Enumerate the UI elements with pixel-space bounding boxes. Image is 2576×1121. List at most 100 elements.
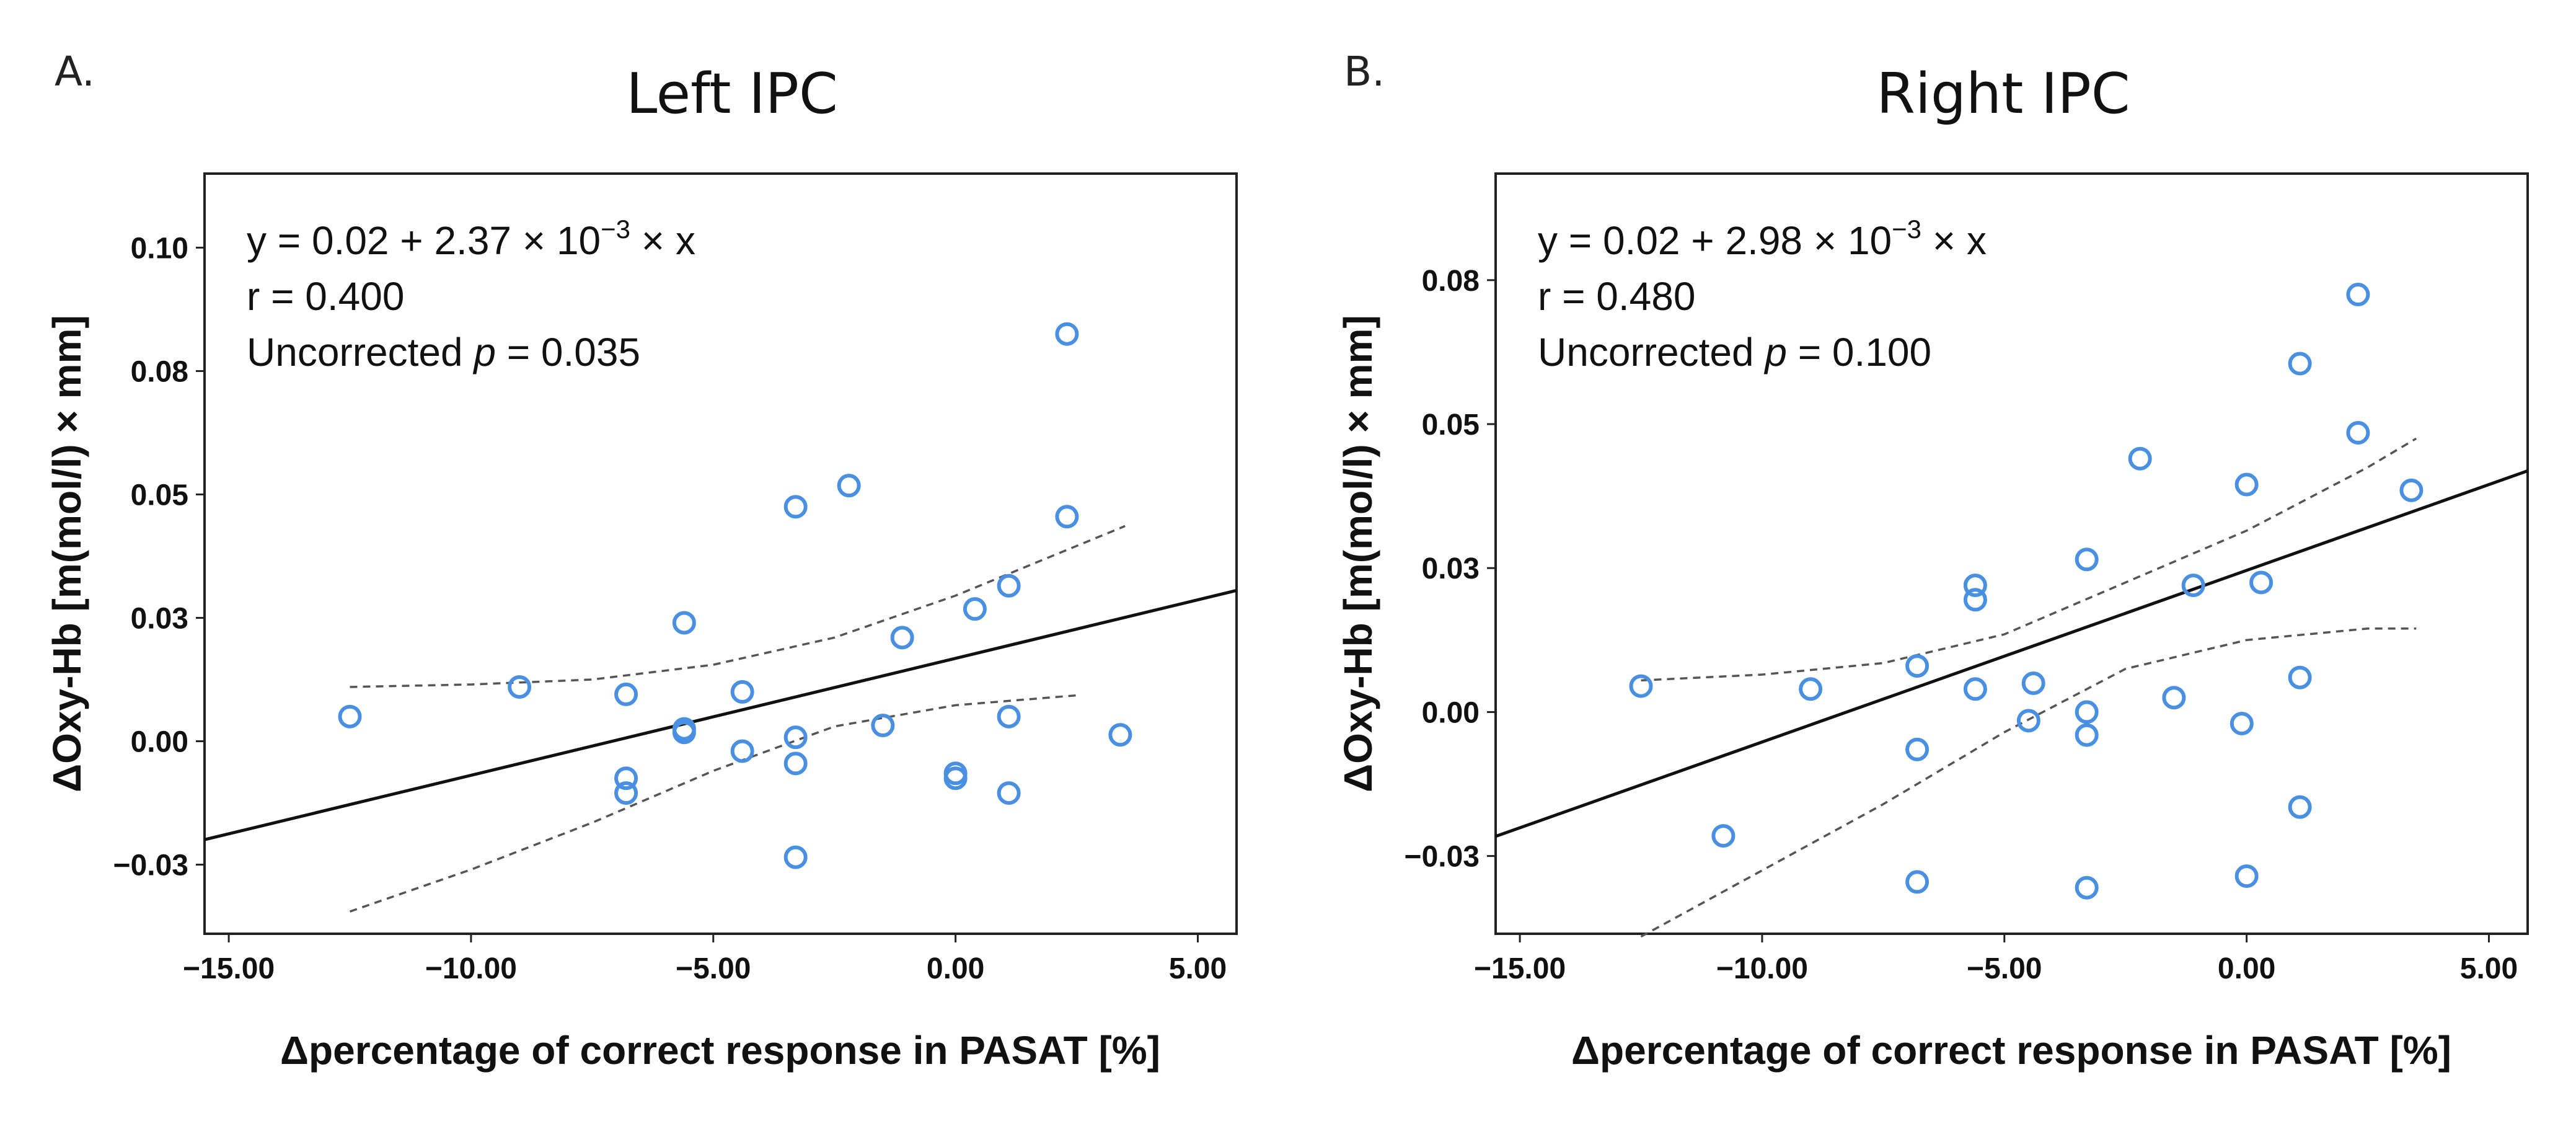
regression-line bbox=[204, 588, 1237, 841]
data-point bbox=[2016, 709, 2040, 733]
data-point bbox=[837, 474, 861, 498]
data-point bbox=[1108, 723, 1132, 747]
x-tick-label: 0.00 bbox=[927, 952, 984, 985]
data-points bbox=[338, 322, 1132, 869]
data-points bbox=[1629, 283, 2424, 900]
y-tick-label: 0.08 bbox=[1422, 265, 1480, 298]
annotation: y = 0.02 + 2.98 × 10−3 × x r = 0.480 Unc… bbox=[1538, 215, 1987, 374]
data-point bbox=[2288, 665, 2312, 689]
data-point bbox=[2075, 723, 2099, 747]
fit-line-group bbox=[1495, 469, 2528, 838]
data-point bbox=[338, 704, 362, 729]
data-point bbox=[2162, 686, 2186, 710]
data-point bbox=[730, 680, 754, 704]
y-tick-label: 0.08 bbox=[131, 355, 188, 388]
data-point bbox=[508, 675, 532, 699]
ci-upper-line bbox=[1641, 437, 2417, 682]
data-point bbox=[2249, 570, 2274, 595]
data-point bbox=[614, 766, 638, 791]
y-tick-label: 0.03 bbox=[1422, 552, 1480, 585]
x-tick-label: −10.00 bbox=[425, 952, 517, 985]
data-point bbox=[1055, 505, 1079, 529]
data-point bbox=[2075, 700, 2099, 724]
data-point bbox=[614, 682, 638, 706]
regression-equation: y = 0.02 + 2.37 × 10−3 × x bbox=[247, 215, 695, 263]
data-point bbox=[1799, 677, 1823, 701]
data-point bbox=[672, 720, 696, 745]
annotation: y = 0.02 + 2.37 × 10−3 × x r = 0.400 Unc… bbox=[247, 215, 695, 374]
y-tick-label: 0.10 bbox=[131, 232, 188, 265]
data-point bbox=[2021, 671, 2045, 695]
correlation-r: r = 0.400 bbox=[247, 274, 404, 319]
data-point bbox=[1905, 654, 1930, 678]
p-value: Uncorrected p = 0.100 bbox=[1538, 330, 1931, 374]
p-value: Uncorrected p = 0.035 bbox=[247, 330, 640, 374]
data-point bbox=[2399, 478, 2424, 502]
y-tick-label: 0.00 bbox=[1422, 696, 1480, 729]
regression-equation: y = 0.02 + 2.98 × 10−3 × x bbox=[1538, 215, 1987, 263]
data-point bbox=[997, 781, 1021, 805]
confidence-bands bbox=[1640, 437, 2417, 938]
y-tick-label: 0.05 bbox=[1422, 409, 1480, 441]
chart-title: Left IPC bbox=[626, 61, 838, 126]
data-point bbox=[871, 714, 895, 738]
data-point bbox=[2234, 864, 2259, 888]
data-point bbox=[1905, 737, 1930, 761]
data-point bbox=[1711, 824, 1736, 848]
data-point bbox=[997, 574, 1021, 598]
x-tick-label: −5.00 bbox=[1967, 952, 2042, 985]
data-point bbox=[1629, 674, 1653, 698]
data-point bbox=[783, 725, 808, 750]
axis-ticks: −15.00 −10.00 −5.00 0.00 5.00 −0.03 0.00 0.03 0.… bbox=[113, 232, 1227, 985]
y-tick-label: −0.03 bbox=[113, 849, 188, 882]
ci-upper-line bbox=[350, 525, 1126, 688]
y-tick-label: 0.03 bbox=[131, 602, 188, 635]
data-point bbox=[2181, 574, 2205, 598]
y-tick-label: 0.00 bbox=[131, 726, 188, 759]
ci-lower-line bbox=[349, 694, 1077, 913]
confidence-bands bbox=[349, 525, 1126, 913]
panel-letter: A. bbox=[55, 48, 95, 95]
axis-ticks: −15.00 −10.00 −5.00 0.00 5.00 −0.03 0.00 0.03 0.… bbox=[1405, 265, 2518, 985]
correlation-r: r = 0.480 bbox=[1538, 274, 1695, 319]
data-point bbox=[2234, 472, 2259, 497]
data-point bbox=[2288, 352, 2312, 376]
data-point bbox=[2075, 547, 2099, 572]
data-point bbox=[963, 597, 987, 621]
panel-letter: B. bbox=[1344, 48, 1385, 95]
plot-area bbox=[203, 172, 1238, 935]
data-point bbox=[890, 626, 914, 650]
data-point bbox=[1963, 574, 1987, 598]
y-axis-label: ΔOxy-Hb [m(mol/l) × mm] bbox=[1336, 315, 1380, 792]
data-point bbox=[1905, 870, 1930, 894]
panel-left-ipc: A. Left IPC −15.00 −10.00 −5.00 0.00 5.00 −0.… bbox=[45, 48, 1238, 1073]
regression-line bbox=[1495, 469, 2528, 838]
x-tick-label: −15.00 bbox=[183, 952, 275, 985]
y-axis-label: ΔOxy-Hb [m(mol/l) × mm] bbox=[45, 315, 89, 792]
x-tick-label: −15.00 bbox=[1474, 952, 1566, 985]
data-point bbox=[2346, 283, 2370, 307]
data-point bbox=[730, 739, 754, 763]
data-point bbox=[783, 845, 808, 869]
y-tick-label: 0.05 bbox=[131, 479, 188, 512]
data-point bbox=[1055, 322, 1079, 346]
data-point bbox=[783, 751, 808, 776]
x-axis-label: Δpercentage of correct response in PASAT… bbox=[1571, 1028, 2451, 1073]
data-point bbox=[672, 611, 696, 635]
data-point bbox=[997, 704, 1021, 729]
x-tick-label: 0.00 bbox=[2218, 952, 2275, 985]
chart-title: Right IPC bbox=[1876, 61, 2130, 126]
panel-right-ipc: B. Right IPC −15.00 −10.00 −5.00 0.00 5.00 −0… bbox=[1336, 48, 2529, 1073]
data-point bbox=[943, 766, 968, 791]
data-point bbox=[1963, 677, 1987, 701]
data-point bbox=[614, 781, 638, 805]
data-point bbox=[2288, 795, 2312, 819]
fit-line-group bbox=[204, 588, 1237, 841]
data-point bbox=[2346, 420, 2370, 445]
x-axis-label: Δpercentage of correct response in PASAT… bbox=[280, 1028, 1160, 1073]
data-point bbox=[2128, 446, 2152, 471]
plot-area bbox=[1494, 172, 2529, 935]
x-tick-label: −5.00 bbox=[676, 952, 751, 985]
x-tick-label: −10.00 bbox=[1716, 952, 1808, 985]
x-tick-label: 5.00 bbox=[2460, 952, 2518, 985]
